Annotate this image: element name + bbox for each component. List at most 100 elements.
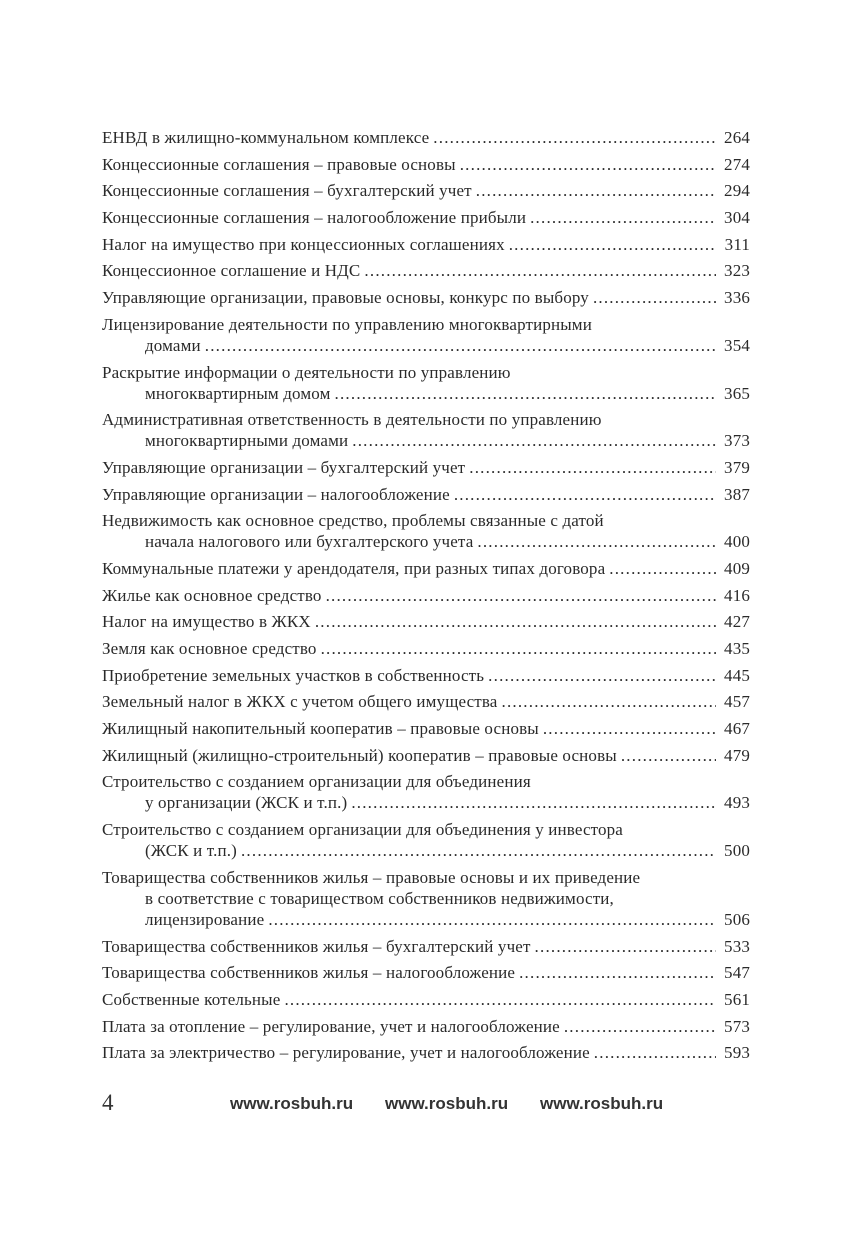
toc-entry-line: начала налогового или бухгалтерского уче… [102, 531, 750, 552]
toc-entry[interactable]: Концессионные соглашения – бухгалтерский… [102, 180, 750, 201]
toc-page-number: 493 [724, 793, 750, 813]
toc-entry[interactable]: Земельный налог в ЖКХ с учетом общего им… [102, 691, 750, 712]
dot-leader [617, 745, 716, 766]
toc-entry-line: Управляющие организации, правовые основы… [102, 287, 750, 308]
toc-entry-title: многоквартирными домами [145, 431, 349, 451]
dot-leader [429, 127, 716, 148]
toc-entry[interactable]: Недвижимость как основное средство, проб… [102, 510, 750, 552]
toc-entry[interactable]: Управляющие организации, правовые основы… [102, 287, 750, 308]
toc-page-number: 365 [724, 383, 750, 403]
toc-entry-line: Товарищества собственников жилья – налог… [102, 962, 750, 983]
toc-entry-title: Концессионное соглашение и НДС [102, 261, 361, 281]
toc-entry[interactable]: Строительство с созданием организации дл… [102, 819, 750, 861]
toc-page-number: 373 [724, 431, 750, 451]
dot-leader [589, 287, 716, 308]
toc-entry-title: Земельный налог в ЖКХ с учетом общего им… [102, 692, 498, 712]
toc-entry-title: Товарищества собственников жилья – бухга… [102, 936, 531, 956]
toc-entry-title: домами [145, 335, 201, 355]
toc-entry-title: Управляющие организации – налогообложени… [102, 484, 450, 504]
dot-leader [539, 718, 716, 739]
toc-entry[interactable]: Жилищный накопительный кооператив – прав… [102, 718, 750, 739]
toc-entry-title: Недвижимость как основное средство, проб… [102, 511, 604, 531]
toc-page-number: 294 [724, 181, 750, 201]
toc-entry[interactable]: Приобретение земельных участков в собств… [102, 665, 750, 686]
toc-entry-line: Товарищества собственников жилья – право… [102, 867, 750, 888]
toc-entry-line: Управляющие организации – налогообложени… [102, 484, 750, 505]
toc-page-number: 387 [724, 484, 750, 504]
toc-page-number: 274 [724, 154, 750, 174]
dot-leader [322, 585, 716, 606]
toc-page-number: 336 [724, 288, 750, 308]
toc-entry-title: Концессионные соглашения – правовые осно… [102, 154, 456, 174]
dot-leader [465, 457, 716, 478]
toc-entry-title: Жилье как основное средство [102, 585, 322, 605]
toc-entry-title: Товарищества собственников жилья – налог… [102, 963, 516, 983]
toc-page-number: 400 [724, 532, 750, 552]
toc-entry[interactable]: ЕНВД в жилищно-коммунальном комплексе 264 [102, 127, 750, 148]
toc-entry[interactable]: Товарищества собственников жилья – бухга… [102, 936, 750, 957]
dot-leader [360, 260, 716, 281]
dot-leader [456, 154, 716, 175]
toc-entry[interactable]: Коммунальные платежи у арендодателя, при… [102, 558, 750, 579]
toc-page-number: 547 [724, 963, 750, 983]
toc-entry[interactable]: Строительство с созданием организации дл… [102, 771, 750, 813]
toc-entry[interactable]: Управляющие организации – бухгалтерский … [102, 457, 750, 478]
toc-entry-line: Недвижимость как основное средство, проб… [102, 510, 750, 531]
toc-entry-line: Административная ответственность в деяте… [102, 409, 750, 430]
toc-entry-line: Концессионные соглашения – правовые осно… [102, 154, 750, 175]
toc-entry[interactable]: Раскрытие информации о деятельности по у… [102, 362, 750, 404]
toc-entry-title: Концессионные соглашения – налогообложен… [102, 208, 527, 228]
toc-entry[interactable]: Жилищный (жилищно-строительный) кооперат… [102, 745, 750, 766]
dot-leader [473, 531, 716, 552]
page-footer: 4 www.rosbuh.ru www.rosbuh.ru www.rosbuh… [102, 1090, 702, 1120]
toc-entry[interactable]: Концессионные соглашения – правовые осно… [102, 154, 750, 175]
toc-entry-title: Плата за электричество – регулирование, … [102, 1043, 590, 1063]
toc-entry-title: Налог на имущество в ЖКХ [102, 612, 311, 632]
toc-entry-line: Раскрытие информации о деятельности по у… [102, 362, 750, 383]
toc-entry[interactable]: Концессионные соглашения – налогообложен… [102, 207, 750, 228]
footer-url[interactable]: www.rosbuh.ru [385, 1094, 509, 1113]
toc-page-number: 445 [724, 665, 750, 685]
toc-entry-line: Налог на имущество в ЖКХ 427 [102, 611, 750, 632]
toc-entry[interactable]: Плата за электричество – регулирование, … [102, 1042, 750, 1063]
dot-leader [331, 383, 716, 404]
toc-page-number: 354 [724, 335, 750, 355]
toc-entry[interactable]: Налог на имущество при концессионных сог… [102, 234, 750, 255]
toc-entry[interactable]: Земля как основное средство 435 [102, 638, 750, 659]
dot-leader [498, 691, 717, 712]
toc-entry-title: (ЖСК и т.п.) [145, 841, 237, 861]
dot-leader [560, 1016, 716, 1037]
toc-entry-line: Лицензирование деятельности по управлени… [102, 314, 750, 335]
toc-entry-title: многоквартирным домом [145, 383, 331, 403]
toc-entry[interactable]: Управляющие организации – налогообложени… [102, 484, 750, 505]
toc-entry[interactable]: Собственные котельные 561 [102, 989, 750, 1010]
toc-entry[interactable]: Концессионное соглашение и НДС 323 [102, 260, 750, 281]
toc-entry[interactable]: Лицензирование деятельности по управлени… [102, 314, 750, 356]
toc-entry-line: Строительство с созданием организации дл… [102, 771, 750, 792]
toc-entry-title: начала налогового или бухгалтерского уче… [145, 532, 474, 552]
toc-entry[interactable]: Товарищества собственников жилья – налог… [102, 962, 750, 983]
toc-entry-line: Налог на имущество при концессионных сог… [102, 234, 750, 255]
toc-page-number: 479 [724, 745, 750, 765]
toc-entry[interactable]: Плата за отопление – регулирование, учет… [102, 1016, 750, 1037]
toc-page-number: 416 [724, 585, 750, 605]
dot-leader [237, 840, 716, 861]
toc-entry-line: Жилье как основное средство 416 [102, 585, 750, 606]
toc-entry-line: домами 354 [102, 335, 750, 356]
toc-entry-line: (ЖСК и т.п.) 500 [102, 840, 750, 861]
page-number: 4 [102, 1090, 114, 1115]
dot-leader [317, 638, 716, 659]
toc-entry[interactable]: Жилье как основное средство 416 [102, 585, 750, 606]
toc-entry[interactable]: Административная ответственность в деяте… [102, 409, 750, 451]
dot-leader [311, 611, 716, 632]
footer-url[interactable]: www.rosbuh.ru [540, 1094, 664, 1113]
toc-entry[interactable]: Налог на имущество в ЖКХ 427 [102, 611, 750, 632]
toc-entry[interactable]: Товарищества собственников жилья – право… [102, 867, 750, 930]
toc-entry-line: Приобретение земельных участков в собств… [102, 665, 750, 686]
toc-page-number: 506 [724, 909, 750, 929]
toc-entry-title: у организации (ЖСК и т.п.) [145, 793, 348, 813]
dot-leader [590, 1042, 716, 1063]
toc-entry-line: многоквартирным домом 365 [102, 383, 750, 404]
footer-url[interactable]: www.rosbuh.ru [230, 1094, 354, 1113]
toc-entry-title: Раскрытие информации о деятельности по у… [102, 362, 511, 382]
